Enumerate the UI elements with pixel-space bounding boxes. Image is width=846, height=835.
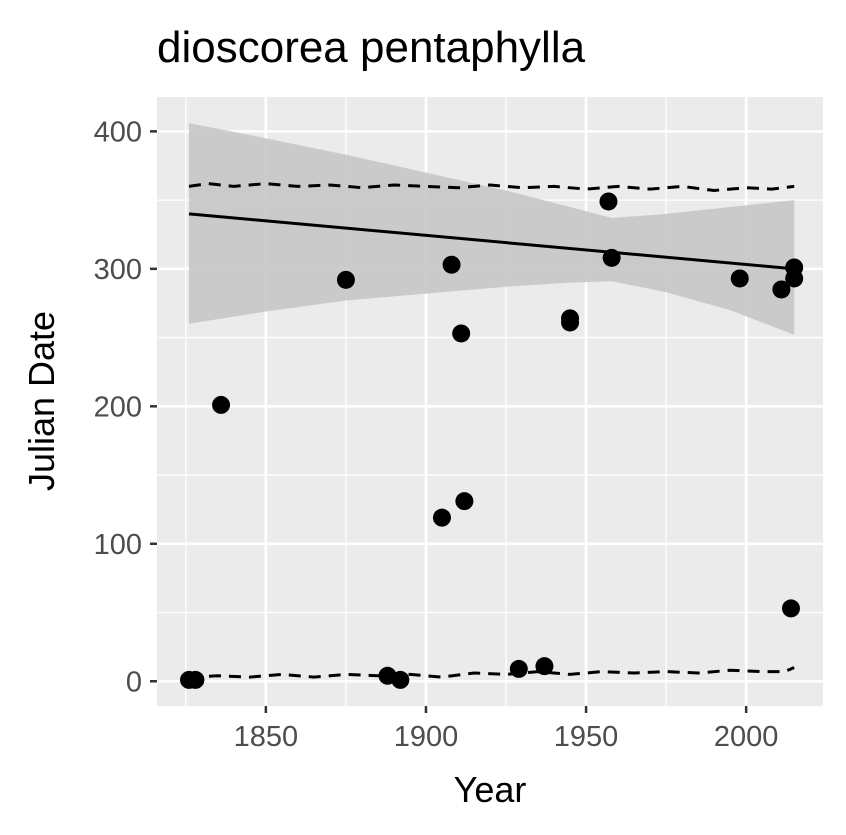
data-point (599, 192, 618, 211)
data-point (730, 269, 749, 288)
y-tick-label: 200 (94, 391, 142, 423)
data-point (212, 395, 231, 414)
data-point (781, 599, 800, 618)
data-point (336, 270, 355, 289)
data-point (455, 492, 474, 511)
x-tick-label: 1850 (234, 721, 299, 753)
data-point (442, 255, 461, 274)
chart-title: dioscorea pentaphylla (157, 23, 586, 72)
data-point (772, 280, 791, 299)
data-point (535, 657, 554, 676)
dashed-upper-line (188, 182, 795, 193)
x-tick-label: 1900 (394, 721, 459, 753)
data-point (785, 269, 804, 288)
y-axis-ticks: 0 100 200 300 400 (94, 116, 157, 698)
data-point (391, 670, 410, 689)
x-axis-ticks: 1850 1900 1950 2000 (234, 706, 779, 753)
data-point (452, 324, 471, 343)
data-point (602, 248, 621, 267)
y-tick-label: 100 (94, 529, 142, 561)
data-point (561, 313, 580, 332)
x-axis-title: Year (454, 769, 527, 810)
y-tick-label: 400 (94, 116, 142, 148)
dashed-lower-line (188, 666, 795, 679)
data-points (180, 192, 804, 689)
x-tick-label: 2000 (714, 721, 779, 753)
data-point (509, 659, 528, 678)
y-tick-label: 0 (126, 666, 142, 698)
trend-line (188, 212, 795, 271)
x-tick-label: 1950 (554, 721, 619, 753)
data-point (186, 670, 205, 689)
data-point (432, 508, 451, 527)
y-axis-title: Julian Date (21, 311, 62, 491)
y-tick-label: 300 (94, 254, 142, 286)
